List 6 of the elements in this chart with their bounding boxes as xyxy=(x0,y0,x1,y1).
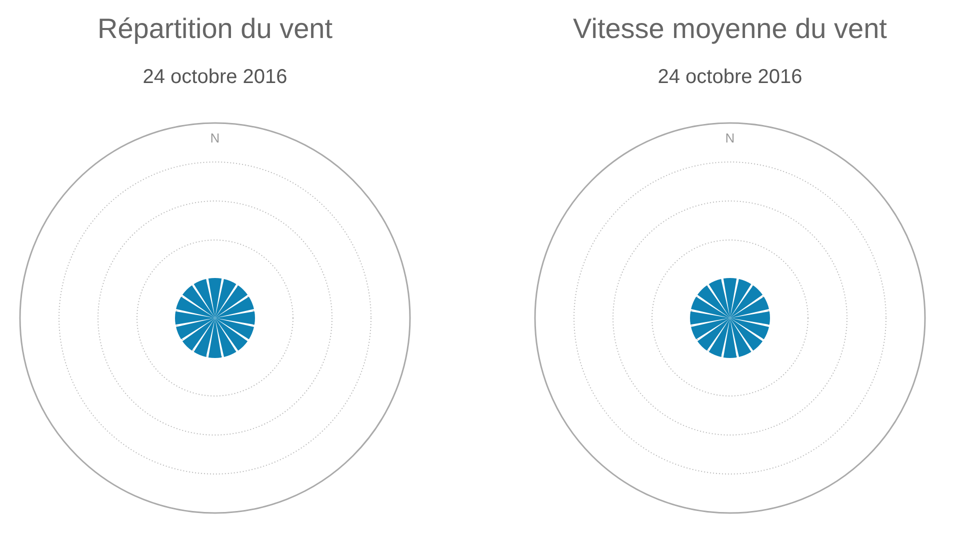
chart-subtitle: 24 octobre 2016 xyxy=(658,66,802,88)
text: N xyxy=(725,130,735,146)
text: N xyxy=(210,130,220,146)
chart-subtitle: 24 octobre 2016 xyxy=(142,66,288,88)
chart-title: Répartition du vent xyxy=(97,13,333,44)
chart-title: Vitesse moyenne du vent xyxy=(573,13,888,44)
